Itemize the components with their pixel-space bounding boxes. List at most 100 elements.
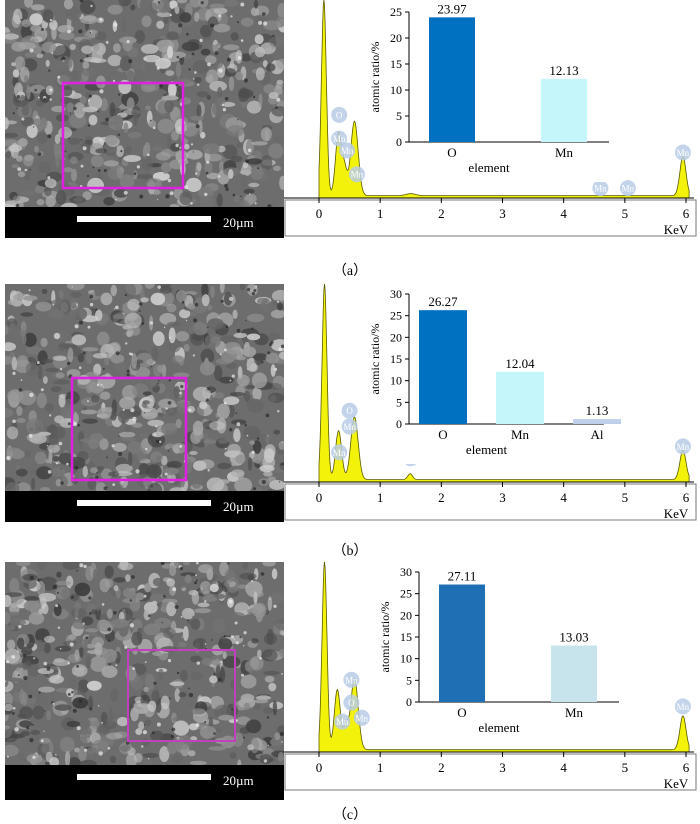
eds-x-tick-label: 6 bbox=[683, 760, 690, 775]
panel-caption-a: （a） bbox=[332, 264, 368, 279]
inset-category-label: O bbox=[457, 705, 466, 720]
eds-x-tick-label: 4 bbox=[560, 206, 567, 221]
inset-y-tick-label: 20 bbox=[390, 330, 402, 344]
inset-bar-value-label: 27.11 bbox=[448, 569, 477, 584]
eds-peak-marker: O bbox=[331, 106, 348, 123]
sem-info-bar bbox=[5, 207, 284, 238]
eds-peak-label: Mn bbox=[677, 148, 690, 158]
inset-y-tick-label: 5 bbox=[406, 673, 412, 687]
inset-x-axis-label: element bbox=[466, 442, 508, 457]
eds-x-tick-label: 3 bbox=[499, 490, 506, 505]
sem-scale-bar bbox=[77, 500, 211, 506]
inset-bar-chart: 0 5 10 15 20 25 30 atomic ratio/% 27.11 O 13.03 Mn e… bbox=[378, 564, 631, 742]
eds-x-tick-label: 0 bbox=[316, 490, 323, 505]
inset-y-tick-label: 0 bbox=[406, 695, 412, 709]
sem-grain-texture bbox=[5, 0, 284, 211]
sem-micrograph: 20µm bbox=[5, 562, 284, 800]
inset-bar-chart: 0 5 10 15 20 25 atomic ratio/% 23.97 O 12.13 Mn ele… bbox=[368, 1, 621, 182]
eds-x-tick-label: 6 bbox=[683, 490, 690, 505]
eds-x-tick-label: 2 bbox=[438, 760, 445, 775]
sem-selection-box bbox=[61, 81, 185, 190]
eds-peak-label: Mn bbox=[356, 713, 369, 723]
inset-bar bbox=[496, 371, 544, 424]
eds-x-tick-label: 1 bbox=[377, 760, 384, 775]
inset-y-tick-label: 25 bbox=[390, 309, 402, 323]
sem-scale-label: 20µm bbox=[223, 215, 254, 230]
inset-y-tick-label: 15 bbox=[390, 352, 402, 366]
inset-bar-value-label: 12.13 bbox=[549, 63, 578, 78]
eds-x-tick-label: 4 bbox=[560, 760, 567, 775]
inset-y-tick-label: 25 bbox=[400, 587, 412, 601]
inset-category-label: Mn bbox=[555, 145, 574, 160]
eds-peak-label: Mn bbox=[351, 170, 364, 180]
eds-peak-marker: Mn bbox=[619, 180, 636, 197]
eds-peak-marker: Mn bbox=[674, 698, 691, 715]
inset-y-tick-label: 5 bbox=[396, 395, 402, 409]
eds-spectrum-area bbox=[318, 284, 690, 483]
eds-x-tick-label: 4 bbox=[560, 490, 567, 505]
eds-x-unit-label: KeV bbox=[664, 506, 689, 521]
eds-peak-label: Mn bbox=[677, 442, 690, 452]
eds-peak-label: Mn bbox=[594, 184, 607, 194]
inset-bar-value-label: 23.97 bbox=[437, 1, 467, 16]
eds-peak-marker: Mn bbox=[592, 180, 609, 197]
inset-y-axis-label: atomic ratio/% bbox=[368, 42, 382, 113]
eds-peak-marker: Mn bbox=[334, 713, 351, 730]
eds-peak-marker: Mn bbox=[353, 709, 370, 726]
sem-grain-texture bbox=[5, 562, 284, 773]
inset-bar-value-label: 26.27 bbox=[428, 294, 458, 309]
inset-bar bbox=[573, 419, 621, 424]
eds-x-tick-label: 3 bbox=[499, 206, 506, 221]
inset-x-axis-label: element bbox=[468, 160, 510, 175]
inset-category-label: Al bbox=[591, 427, 604, 442]
sem-scale-label: 20µm bbox=[223, 499, 254, 514]
eds-peak-label: O bbox=[336, 110, 343, 120]
eds-peak-marker: Mn bbox=[341, 418, 358, 435]
eds-x-tick-label: 5 bbox=[622, 760, 629, 775]
eds-peak-label: O bbox=[348, 698, 355, 708]
eds-peak-label: Mn bbox=[333, 448, 346, 458]
inset-y-tick-label: 20 bbox=[390, 31, 402, 45]
inset-y-tick-label: 10 bbox=[400, 652, 412, 666]
eds-x-tick-label: 2 bbox=[438, 490, 445, 505]
eds-peak-marker: O bbox=[343, 694, 360, 711]
inset-bar bbox=[551, 645, 597, 702]
eds-peak-marker: Mn bbox=[339, 142, 356, 159]
eds-spectrum-area bbox=[318, 562, 690, 753]
eds-peak-label: Mn bbox=[345, 675, 358, 685]
sem-scale-bar bbox=[77, 774, 211, 780]
panel-caption-c: （c） bbox=[332, 808, 368, 823]
eds-x-tick-label: 1 bbox=[377, 206, 384, 221]
sem-selection-box bbox=[70, 376, 188, 482]
eds-peak-label: O bbox=[346, 406, 353, 416]
eds-x-tick-label: 5 bbox=[622, 490, 629, 505]
eds-x-tick-label: 5 bbox=[622, 206, 629, 221]
figure-panel-c: 20µm 0 1 2 3 4 5 6 KeV Mn O Mn Mn Mn 0 5 10 15 20 25 30 atom… bbox=[0, 562, 700, 802]
eds-peak-label: Mn bbox=[343, 422, 356, 432]
inset-y-tick-label: 25 bbox=[390, 5, 402, 19]
eds-peak-marker: Mn bbox=[348, 166, 365, 183]
eds-x-unit-label: KeV bbox=[664, 776, 689, 791]
sem-info-bar bbox=[5, 765, 284, 800]
inset-bar bbox=[541, 78, 587, 142]
eds-peak-marker: Mn bbox=[674, 438, 691, 455]
inset-y-axis-label: atomic ratio/% bbox=[368, 324, 382, 395]
inset-bar-chart: 0 5 10 15 20 25 30 atomic ratio/% 26.27 O 12.04 Mn 1… bbox=[368, 286, 621, 464]
inset-bar-value-label: 13.03 bbox=[559, 630, 588, 645]
inset-y-tick-label: 5 bbox=[396, 109, 402, 123]
eds-axis-frame bbox=[284, 483, 697, 521]
inset-y-tick-label: 15 bbox=[400, 630, 412, 644]
sem-scale-label: 20µm bbox=[223, 773, 254, 788]
inset-bar-value-label: 1.13 bbox=[586, 403, 609, 418]
eds-peak-label: Mn bbox=[333, 134, 346, 144]
eds-x-unit-label: KeV bbox=[664, 222, 689, 237]
eds-x-tick-label: 2 bbox=[438, 206, 445, 221]
eds-x-tick-label: 6 bbox=[683, 206, 690, 221]
figure-panel-a: 20µm 0 1 2 3 4 5 6 KeV Mn O Mn Mn Mn Mn Mn 0 5 10 15 20 25 at… bbox=[0, 0, 700, 240]
panel-caption-b: （b） bbox=[332, 544, 368, 559]
inset-bar bbox=[429, 17, 475, 142]
inset-y-tick-label: 30 bbox=[390, 287, 402, 301]
